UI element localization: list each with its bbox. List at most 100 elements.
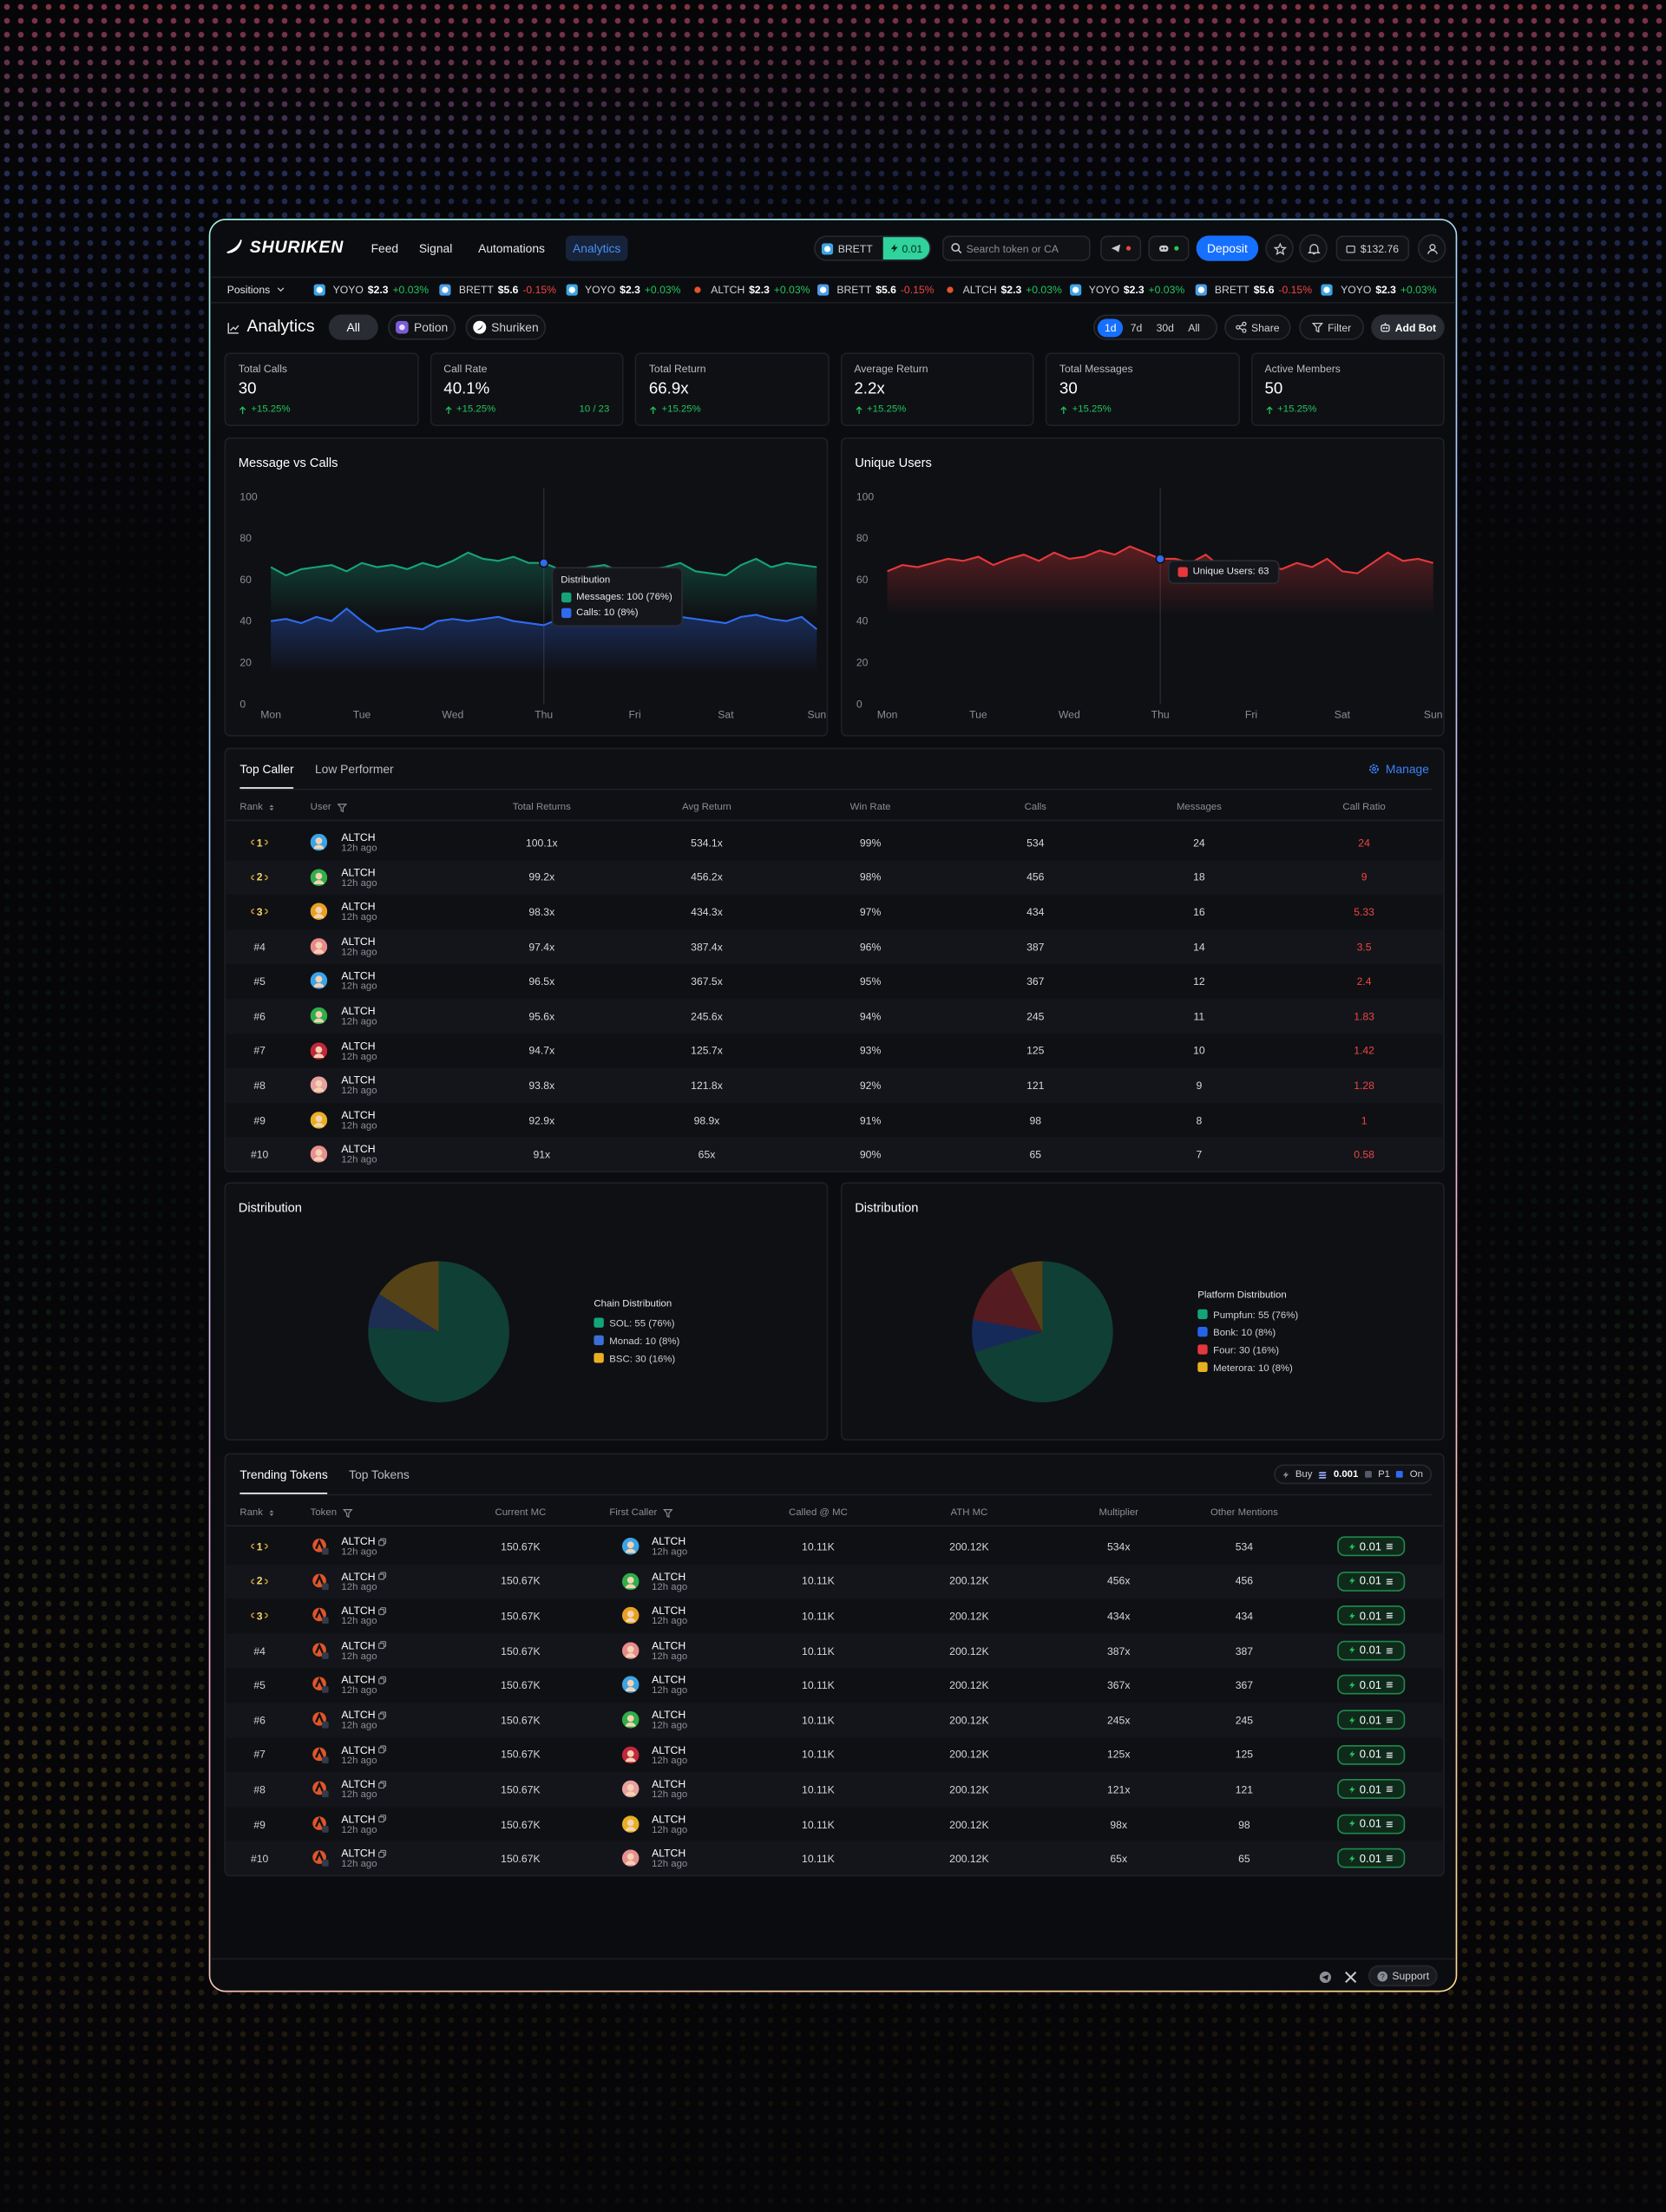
hover-point xyxy=(1155,554,1165,564)
period-option[interactable]: All xyxy=(1188,320,1200,334)
stat-label: Call Rate xyxy=(443,362,488,376)
ticker-item[interactable]: BRETT $5.6 -0.15% xyxy=(817,277,934,302)
caller-avatar xyxy=(621,1538,640,1555)
table-row[interactable]: 1 ALTCH 12h ago 100.1x 534.1x 99% 534 24 24 xyxy=(226,825,1443,860)
deposit-button[interactable]: Deposit xyxy=(1196,235,1259,261)
table-row[interactable]: #10 ALTCH 12h ago 91x 65x 90% 65 7 0.58 xyxy=(226,1137,1444,1172)
tab[interactable]: Top Caller xyxy=(239,749,294,789)
action-button[interactable]: Share xyxy=(1224,314,1291,340)
table-row[interactable]: 1 ALTCH 12h ago 150.67K ALTCH 12h ago 10.11K 20… xyxy=(226,1529,1443,1564)
table-row[interactable]: #6 ALTCH 12h ago 95.6x 245.6x 94% 245 11 1.83 xyxy=(226,999,1444,1034)
action-button[interactable]: Add Bot xyxy=(1371,314,1445,340)
icon-part xyxy=(315,907,323,914)
period-option[interactable]: 1d xyxy=(1097,318,1124,337)
ticker-change: +0.03% xyxy=(1026,282,1062,296)
discord-status[interactable] xyxy=(1148,235,1190,261)
icon-part xyxy=(265,1613,269,1619)
notifications-button[interactable] xyxy=(1299,233,1328,263)
tab[interactable]: Top Tokens xyxy=(349,1467,410,1482)
icon-part xyxy=(227,322,239,333)
table-row[interactable]: #8 ALTCH 12h ago 150.67K ALTCH 12h ago 10.11K 2… xyxy=(226,1772,1444,1808)
quick-buy-button[interactable]: 0.01 xyxy=(1337,1675,1406,1696)
nav-link[interactable]: Signal xyxy=(418,241,453,256)
table-row[interactable]: #5 ALTCH 12h ago 96.5x 367.5x 95% 367 12 2.4 xyxy=(226,964,1443,999)
quick-buy-button[interactable]: 0.01 xyxy=(1337,1640,1406,1661)
column-label: Other Mentions xyxy=(1210,1507,1278,1518)
quick-buy-button[interactable]: 0.01 xyxy=(1337,1571,1406,1592)
caller-avatar xyxy=(621,1849,640,1867)
source-tab[interactable]: All xyxy=(328,314,378,340)
ticker-item[interactable]: YOYO $2.3 +0.03% xyxy=(1069,277,1184,302)
ticker-item[interactable]: YOYO $2.3 +0.03% xyxy=(1321,277,1437,302)
icon-part xyxy=(1312,322,1324,333)
support-button[interactable]: ? Support xyxy=(1368,1965,1438,1987)
quick-buy-button[interactable]: 0.01 xyxy=(1337,1848,1406,1869)
nav-link[interactable]: Analytics xyxy=(565,235,628,261)
ticker-item[interactable]: ALTCH $2.3 +0.03% xyxy=(943,277,1062,302)
ticker-item[interactable]: YOYO $2.3 +0.03% xyxy=(565,277,680,302)
icon-part xyxy=(278,287,285,292)
search-box[interactable]: Search token or CA xyxy=(941,235,1091,261)
nav-link[interactable]: Feed xyxy=(371,241,399,256)
table-row[interactable]: 2 ALTCH 12h ago 99.2x 456.2x 98% 456 18 9 xyxy=(226,860,1444,896)
caller-avatar xyxy=(621,1642,640,1659)
legend-title: Platform Distribution xyxy=(1197,1290,1286,1301)
telegram-status[interactable] xyxy=(1100,235,1142,261)
buy-settings[interactable]: Buy 0.001 P1 On xyxy=(1274,1464,1433,1485)
source-tab[interactable]: Potion xyxy=(388,314,456,340)
positions-dropdown[interactable]: Positions xyxy=(227,277,285,302)
ticker-symbol: ALTCH xyxy=(711,282,745,296)
shuriken-icon xyxy=(473,320,487,334)
ticker-item[interactable]: YOYO $2.3 +0.03% xyxy=(313,277,429,302)
ticker-token-icon xyxy=(817,283,830,295)
quick-buy-button[interactable]: 0.01 xyxy=(1337,1536,1406,1557)
manage-button[interactable]: Manage xyxy=(1368,762,1429,776)
table-row[interactable]: 3 ALTCH 12h ago 150.67K ALTCH 12h ago 10.11K 20… xyxy=(226,1598,1443,1633)
table-row[interactable]: #7 ALTCH 12h ago 150.67K ALTCH 12h ago 10.11K 2… xyxy=(226,1737,1443,1772)
logo[interactable]: SHURIKEN xyxy=(224,237,344,257)
table-row[interactable]: #9 ALTCH 12h ago 92.9x 98.9x 91% 98 8 1 xyxy=(226,1103,1443,1138)
action-button[interactable]: Filter xyxy=(1299,314,1365,340)
table-cell: 434.3x xyxy=(691,905,723,919)
table-row[interactable]: #8 ALTCH 12h ago 93.8x 121.8x 92% 121 9 1.28 xyxy=(226,1067,1444,1103)
table-cell: 93% xyxy=(859,1044,882,1058)
x-icon[interactable] xyxy=(1344,1971,1357,1984)
bolt-icon xyxy=(1348,1750,1355,1758)
table-cell: 387.4x xyxy=(691,940,723,954)
source-tab[interactable]: Shuriken xyxy=(465,314,547,340)
table-row[interactable]: #4 ALTCH 12h ago 150.67K ALTCH 12h ago 10.11K 2… xyxy=(226,1633,1444,1669)
ticker-item[interactable]: BRETT $5.6 -0.15% xyxy=(1195,277,1312,302)
profile-button[interactable] xyxy=(1417,233,1446,263)
period-option[interactable]: 30d xyxy=(1156,320,1174,334)
table-row[interactable]: 3 ALTCH 12h ago 98.3x 434.3x 97% 434 16 5.33 xyxy=(226,895,1443,929)
table-row[interactable]: #6 ALTCH 12h ago 150.67K ALTCH 12h ago 10.11K 2… xyxy=(226,1703,1444,1738)
quick-buy-button[interactable]: 0.01 xyxy=(1337,1605,1406,1626)
token-pill[interactable]: BRETT 0.01 xyxy=(814,235,931,261)
period-option[interactable]: 7d xyxy=(1130,320,1143,334)
wallet-balance[interactable]: $132.76 xyxy=(1335,235,1410,261)
stats-row: Total Calls 30 +15.25% Call Rate 40.1% +15.25… xyxy=(224,352,1445,426)
icon-part xyxy=(1072,286,1079,292)
telegram-icon[interactable] xyxy=(1319,1971,1332,1984)
token-time: 12h ago xyxy=(341,1686,377,1697)
quick-buy-button[interactable]: 0.01 xyxy=(1337,1710,1406,1730)
ticker-item[interactable]: ALTCH $2.3 +0.03% xyxy=(691,277,810,302)
ticker-item[interactable]: BRETT $5.6 -0.15% xyxy=(439,277,556,302)
nav-link[interactable]: Automations xyxy=(478,241,545,256)
tab[interactable]: Trending Tokens xyxy=(239,1454,328,1494)
rank-value: #5 xyxy=(253,1678,266,1692)
table-row[interactable]: #9 ALTCH 12h ago 150.67K ALTCH 12h ago 10.11K 2… xyxy=(226,1807,1443,1841)
quick-buy-button[interactable]: 0.01 xyxy=(1337,1814,1406,1835)
table-row[interactable]: #10 ALTCH 12h ago 150.67K ALTCH 12h ago 10.11K… xyxy=(226,1841,1444,1875)
favorites-button[interactable] xyxy=(1265,233,1294,263)
quick-buy-button[interactable]: 0.01 xyxy=(1337,1779,1406,1800)
table-row[interactable]: 2 ALTCH 12h ago 150.67K ALTCH 12h ago 10.11K 20… xyxy=(226,1564,1444,1599)
quick-buy-button[interactable]: 0.01 xyxy=(1337,1744,1406,1765)
rank-value: #4 xyxy=(253,940,266,954)
table-row[interactable]: #5 ALTCH 12h ago 150.67K ALTCH 12h ago 10.11K 2… xyxy=(226,1668,1443,1703)
table-row[interactable]: #7 ALTCH 12h ago 94.7x 125.7x 93% 125 10 1.42 xyxy=(226,1034,1443,1068)
token-icon xyxy=(312,1746,329,1763)
tab[interactable]: Low Performer xyxy=(314,761,394,777)
table-row[interactable]: #4 ALTCH 12h ago 97.4x 387.4x 96% 387 14 3.5 xyxy=(226,929,1444,965)
icon-part xyxy=(1396,1470,1404,1478)
